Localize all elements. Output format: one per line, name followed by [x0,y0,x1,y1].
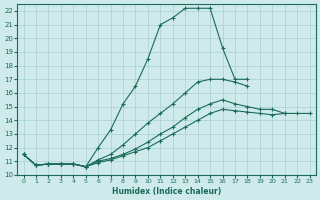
X-axis label: Humidex (Indice chaleur): Humidex (Indice chaleur) [112,187,221,196]
